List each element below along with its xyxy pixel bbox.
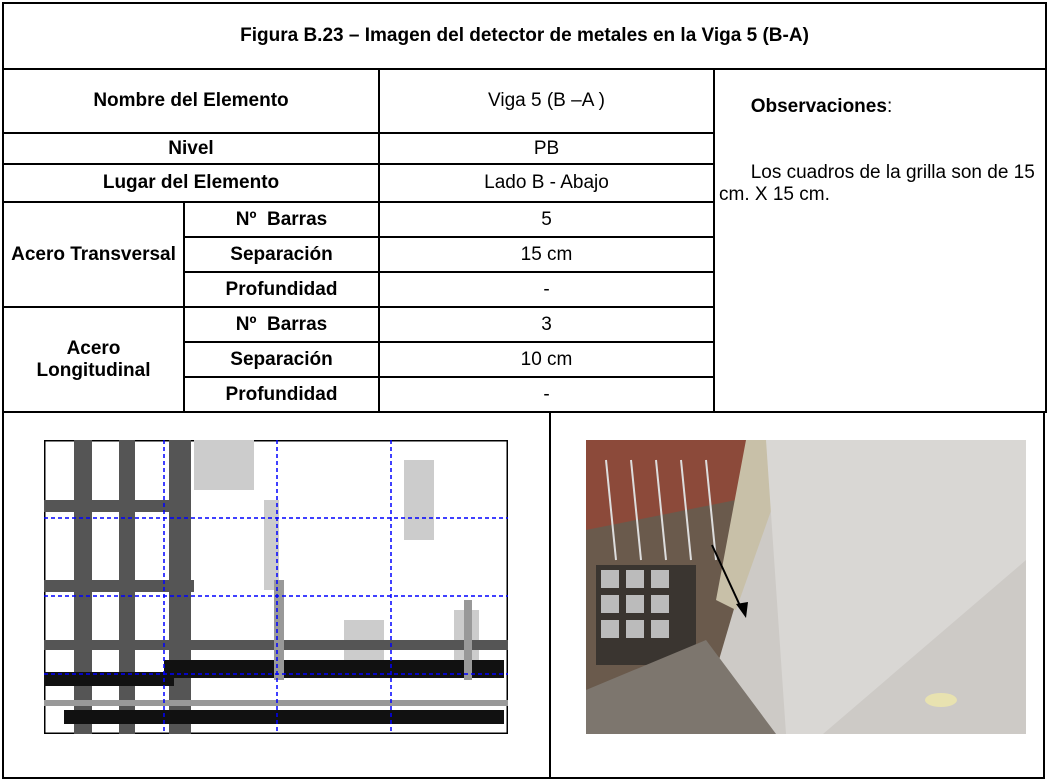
sub-label: Nº Barras bbox=[183, 306, 380, 343]
value: Viga 5 (B –A ) bbox=[378, 68, 715, 134]
sub-label: Separación bbox=[183, 341, 380, 378]
sub-label: Profundidad bbox=[183, 376, 380, 413]
sub-label: Profundidad bbox=[183, 271, 380, 308]
value: - bbox=[378, 271, 715, 308]
value: PB bbox=[378, 132, 715, 165]
obs-text: Los cuadros de la grilla son de 15 cm. X… bbox=[719, 162, 1041, 205]
divider bbox=[549, 411, 551, 777]
observations: Observaciones: Los cuadros de la grilla … bbox=[712, 68, 1047, 413]
detector-image bbox=[44, 440, 508, 734]
value: 3 bbox=[378, 306, 715, 343]
photo bbox=[586, 440, 1026, 734]
value: Lado B - Abajo bbox=[378, 163, 715, 203]
image-area bbox=[2, 411, 1045, 779]
obs-colon: : bbox=[886, 96, 893, 117]
value: 15 cm bbox=[378, 236, 715, 273]
sub-label: Nº Barras bbox=[183, 201, 380, 238]
value: - bbox=[378, 376, 715, 413]
group-label: Acero Transversal bbox=[2, 201, 185, 308]
value: 5 bbox=[378, 201, 715, 238]
value: 10 cm bbox=[378, 341, 715, 378]
group-label: Acero Longitudinal bbox=[2, 306, 185, 413]
label: Nombre del Elemento bbox=[2, 68, 380, 134]
label: Nivel bbox=[2, 132, 380, 165]
label: Lugar del Elemento bbox=[2, 163, 380, 203]
sub-label: Separación bbox=[183, 236, 380, 273]
title: Figura B.23 – Imagen del detector de met… bbox=[1, 2, 1047, 70]
info-table: Figura B.23 – Imagen del detector de met… bbox=[1, 2, 1047, 413]
obs-heading: Observaciones bbox=[750, 96, 887, 117]
